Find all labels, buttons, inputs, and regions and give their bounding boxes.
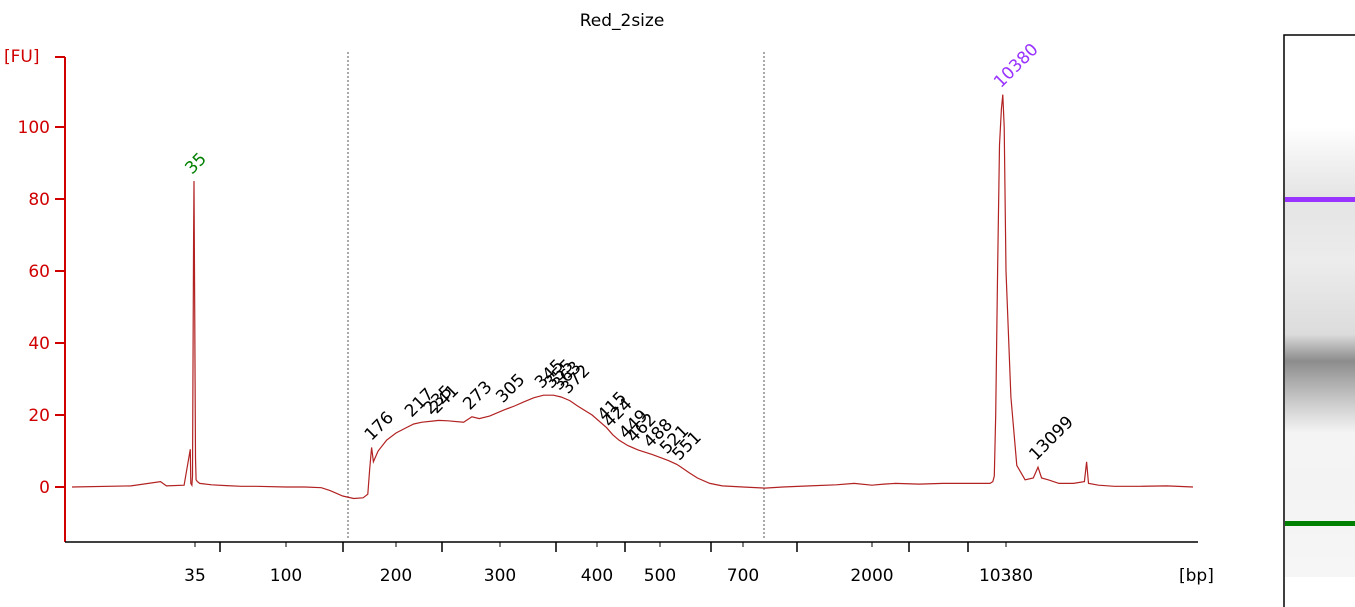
trace-line: [71, 94, 1194, 500]
peak-label: 176: [361, 408, 398, 445]
x-tick-label: 2000: [850, 566, 893, 586]
y-tick-label: 60: [28, 262, 50, 282]
chart-title: Red_2size: [580, 11, 665, 31]
y-tick-label: 100: [18, 118, 50, 138]
peak-label: 273: [459, 377, 496, 414]
x-tick-label: 200: [380, 566, 412, 586]
x-tick-label: 300: [484, 566, 516, 586]
vertical-markers: [347, 52, 765, 540]
peak-label: 13099: [1025, 412, 1077, 464]
x-tick-label: 500: [644, 566, 676, 586]
peak-label: 35: [181, 149, 210, 178]
x-axis-label: [bp]: [1179, 566, 1214, 586]
y-ticks: 0 20 40 60 80 100: [18, 56, 65, 498]
gel-band-lower-marker: [1285, 521, 1355, 526]
trace-group: [71, 94, 1194, 500]
gel-lane: [1283, 34, 1355, 607]
y-tick-label: 80: [28, 190, 50, 210]
x-tick-label: 700: [727, 566, 759, 586]
axes: [FU] [bp]: [4, 47, 1214, 586]
peak-label: 10380: [990, 40, 1042, 92]
x-tick-label: 400: [581, 566, 613, 586]
gel-lane-background: [1285, 127, 1355, 577]
x-tick-label: 35: [184, 566, 206, 586]
y-tick-label: 0: [39, 478, 50, 498]
y-tick-label: 20: [28, 406, 50, 426]
x-tick-label: 10380: [979, 566, 1033, 586]
x-tick-label: 100: [270, 566, 302, 586]
x-ticks: 35 100 200 300 400 500 700 2000 10380: [184, 542, 1033, 586]
y-tick-label: 40: [28, 334, 50, 354]
gel-band-upper-marker: [1285, 197, 1355, 202]
y-axis-label: [FU]: [4, 47, 40, 67]
